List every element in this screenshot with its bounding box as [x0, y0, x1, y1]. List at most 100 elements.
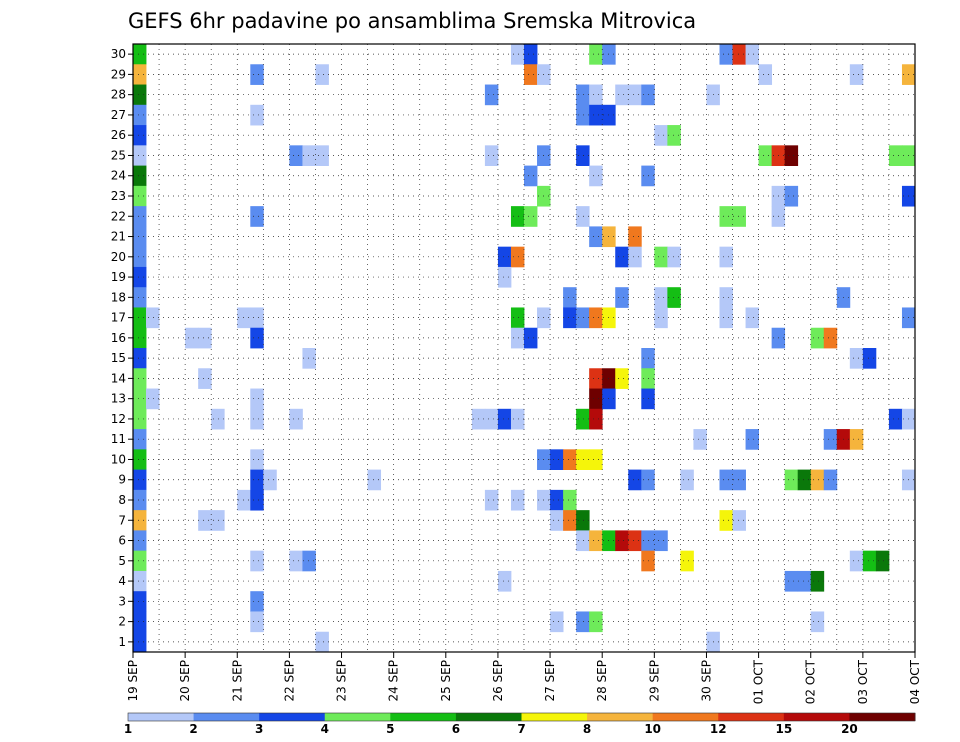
heatmap-cell: [797, 469, 812, 491]
plot-frame: [132, 43, 916, 653]
heatmap-cell: [589, 165, 603, 187]
heatmap-cell: [133, 348, 147, 369]
heatmap-cell: [484, 489, 499, 511]
heatmap-cell: [524, 327, 538, 349]
heatmap-cell: [758, 64, 773, 85]
heatmap-cell: [289, 408, 303, 430]
heatmap-cell: [563, 489, 577, 511]
heatmap-cell: [810, 327, 825, 349]
legend-label: 7: [517, 722, 525, 736]
heatmap-cell: [628, 84, 642, 106]
heatmap-cell: [133, 530, 147, 552]
y-tick-label: 22: [111, 209, 126, 223]
y-tick-label: 15: [111, 351, 126, 365]
heatmap-cell: [133, 449, 147, 470]
x-tick-label: 30 SEP: [699, 660, 713, 702]
heatmap-cell: [133, 469, 147, 491]
heatmap-cell: [133, 307, 147, 329]
x-tick-label: 25 SEP: [439, 660, 453, 702]
heatmap-cell: [250, 64, 264, 85]
y-tick-label: 25: [111, 148, 126, 162]
heatmap-cell: [497, 266, 512, 288]
y-tick-label: 6: [118, 534, 126, 548]
heatmap-cell: [615, 368, 629, 389]
grid-lines: [133, 44, 915, 652]
heatmap-cell: [250, 206, 264, 227]
legend-label: 12: [710, 722, 727, 736]
heatmap-cell: [667, 125, 681, 146]
heatmap-cell: [315, 64, 329, 85]
heatmap-cell: [133, 125, 147, 146]
heatmap-cell: [576, 145, 590, 166]
heatmap-cell: [576, 307, 590, 329]
heatmap-cell: [589, 84, 603, 106]
x-tick-label: 23 SEP: [335, 660, 349, 702]
y-axis: 1234567891011121314151617181920212223242…: [111, 47, 133, 649]
heatmap-cell: [615, 530, 629, 552]
y-tick-label: 24: [111, 169, 126, 183]
x-tick-label: 04 OCT: [908, 659, 922, 704]
heatmap-cell: [133, 266, 147, 288]
legend-label: 5: [386, 722, 394, 736]
heatmap-cell: [510, 44, 525, 65]
heatmap-cell: [589, 530, 603, 552]
heatmap-cell: [133, 165, 147, 187]
heatmap-cell: [745, 44, 759, 65]
heatmap-cell: [576, 611, 590, 633]
heatmap-cell: [667, 246, 681, 268]
heatmap-cell: [628, 469, 642, 491]
heatmap-cell: [654, 125, 668, 146]
legend: 1 2 3 4 5 6 7 8 10 12 15 20: [124, 712, 916, 736]
heatmap-cell: [589, 307, 603, 329]
heatmap-cell: [849, 550, 864, 572]
heatmap-cell: [133, 631, 147, 653]
heatmap-cell: [849, 348, 864, 369]
heatmap-cell: [680, 469, 694, 491]
y-tick-label: 19: [111, 270, 126, 284]
heatmap-cell: [302, 145, 316, 166]
heatmap-cell: [302, 550, 316, 572]
heatmap-cell: [563, 307, 577, 329]
y-tick-label: 12: [111, 412, 126, 426]
heatmap-cell: [810, 469, 825, 491]
x-axis: 19 SEP 20 SEP 21 SEP 22 SEP 23 SEP 24 SEP 25 S…: [126, 652, 922, 704]
heatmap-cell: [484, 408, 499, 430]
heatmap-cell: [719, 469, 733, 491]
heatmap-cell: [888, 408, 903, 430]
heatmap-cell: [133, 591, 147, 612]
heatmap-cell: [550, 489, 564, 511]
heatmap-cell: [615, 287, 629, 308]
heatmap-cell: [654, 530, 668, 552]
heatmap-cell: [589, 611, 603, 633]
heatmap-cell: [133, 611, 147, 633]
heatmap-cell: [576, 510, 590, 531]
heatmap-cell: [719, 206, 733, 227]
heatmap-cell: [576, 530, 590, 552]
heatmap-cell: [628, 530, 642, 552]
legend-label: 15: [775, 722, 792, 736]
y-tick-label: 8: [118, 493, 126, 507]
x-tick-label: 01 OCT: [752, 659, 766, 704]
heatmap-cell: [133, 145, 147, 166]
y-tick-label: 4: [118, 574, 126, 588]
legend-swatch: [193, 713, 260, 721]
legend-swatch: [128, 713, 195, 721]
heatmap-cell: [875, 550, 890, 572]
heatmap-cell: [524, 64, 538, 85]
heatmap-cell: [484, 84, 499, 106]
heatmap-cell: [198, 510, 212, 531]
heatmap-cell: [719, 287, 733, 308]
y-tick-label: 1: [118, 635, 126, 649]
y-tick-label: 26: [111, 128, 126, 142]
heatmap-cell: [550, 510, 564, 531]
heatmap-cell: [589, 44, 603, 65]
heatmap-cells: [133, 44, 916, 653]
heatmap-cell: [133, 206, 147, 227]
heatmap-cell: [576, 408, 590, 430]
y-tick-label: 27: [111, 108, 126, 122]
heatmap-cell: [849, 64, 864, 85]
heatmap-cell: [250, 469, 264, 491]
heatmap-cell: [797, 570, 812, 592]
heatmap-cell: [628, 226, 642, 248]
